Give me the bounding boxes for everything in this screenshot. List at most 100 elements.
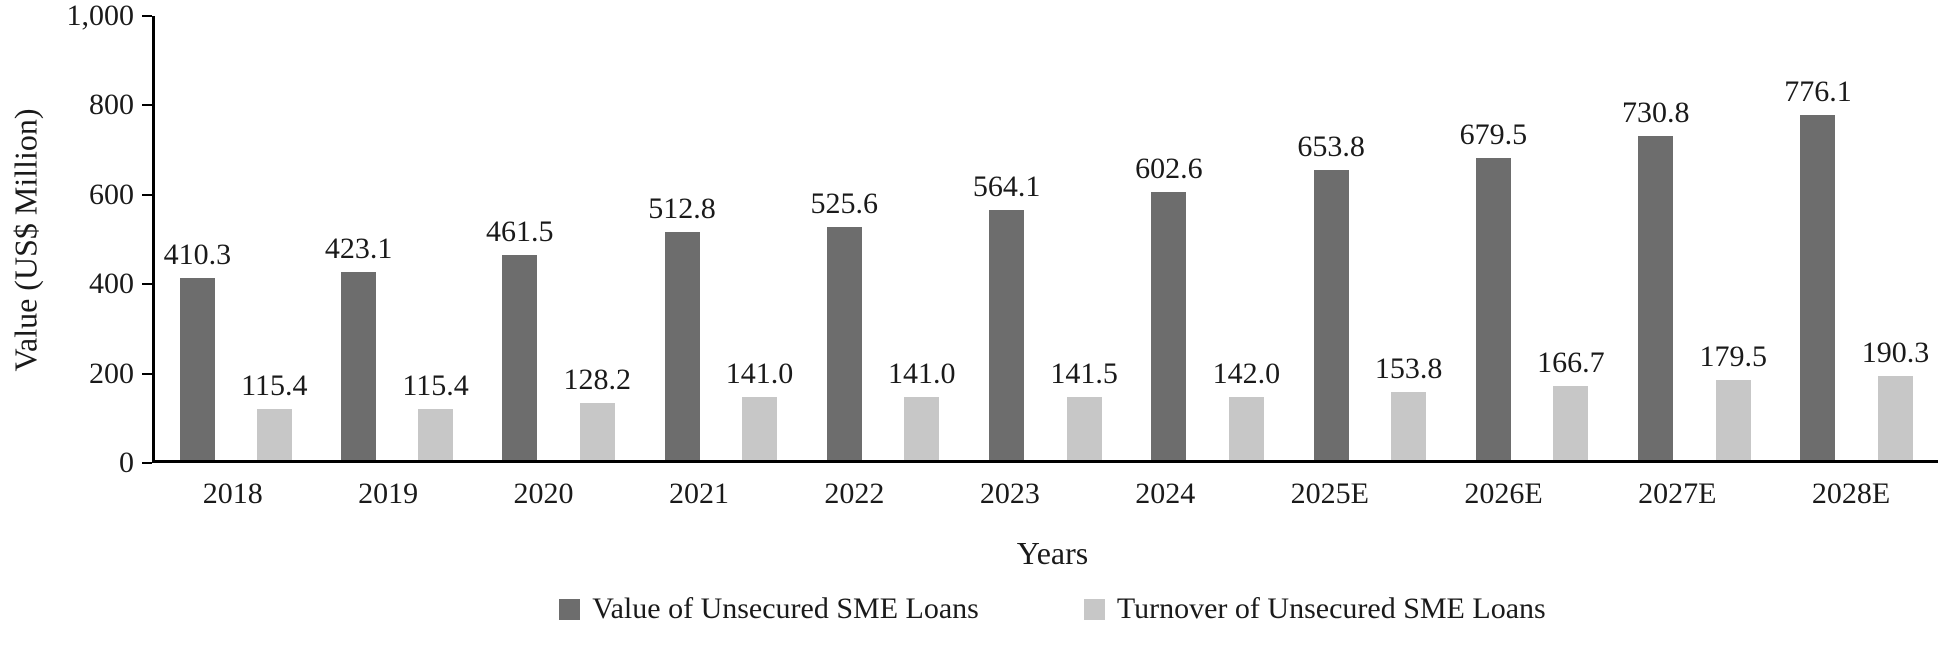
y-tick-mark [142,372,152,375]
plot-area: 410.3 115.4 423.1 115.4 461.5 128.2 512.8 141.0… [152,16,1938,463]
bar [826,226,862,460]
bar-group: 776.1 190.3 [1784,16,1929,460]
y-tick-mark [142,462,152,464]
bar-wrap: 423.1 [324,16,393,460]
bar [579,403,615,460]
bar-wrap: 525.6 [810,16,879,460]
bar [904,397,940,460]
bar [742,397,778,460]
bar-wrap: 141.0 [888,16,956,460]
bar-data-label: 679.5 [1459,118,1528,152]
legend-label: Turnover of Unsecured SME Loans [1116,592,1546,625]
y-tick-label: 800 [89,88,134,122]
x-tick-label: 2026E [1464,477,1543,510]
legend-label: Value of Unsecured SME Loans [592,592,979,625]
bar-wrap: 190.3 [1861,16,1930,460]
y-tick-label: 1,000 [66,0,135,32]
bar-wrap: 653.8 [1297,16,1365,460]
bar-group: 564.1 141.5 [973,16,1118,460]
x-axis-title: Years [1016,535,1089,571]
bar-group: 653.8 153.8 [1297,16,1442,460]
bar-group: 525.6 141.0 [811,16,956,460]
bar [256,408,292,460]
legend-item: Value of Unsecured SME Loans [559,592,979,626]
y-axis-title-text: Value (US$ Million) [7,107,44,372]
bar-data-label: 179.5 [1699,340,1767,374]
bar-data-label: 602.6 [1135,152,1203,186]
x-axis-labels: 2018 2019 2020 2021 2022 2023 2024 2025E 2026E 20… [155,463,1938,511]
bar-data-label: 141.5 [1050,357,1118,391]
bar-group: 423.1 115.4 [325,16,469,460]
bar-data-label: 730.8 [1621,95,1690,129]
bar-wrap: 115.4 [241,16,308,460]
legend-swatch-icon [559,598,581,620]
bar [1877,375,1913,460]
bar [1553,386,1589,460]
bar [1313,169,1349,460]
bar-wrap: 153.8 [1375,16,1442,460]
bar-data-label: 423.1 [324,232,393,266]
y-tick-label: 0 [119,446,134,479]
bar-group: 512.8 141.0 [648,16,793,460]
bar-data-label: 128.2 [563,363,631,397]
bar-wrap: 141.5 [1050,16,1118,460]
bar-data-label: 142.0 [1212,356,1281,390]
bar-wrap: 564.1 [972,16,1041,460]
y-tick-mark [142,15,152,17]
bar-wrap: 730.8 [1621,16,1690,460]
x-tick-label: 2028E [1811,477,1891,510]
bar [1066,397,1102,460]
legend-item: Turnover of Unsecured SME Loans [1083,592,1546,626]
bar-data-label: 776.1 [1784,75,1852,109]
x-tick-label: 2027E [1638,477,1717,510]
bar [1475,158,1511,460]
x-tick-label: 2019 [358,477,419,510]
y-tick-label: 600 [89,177,134,211]
bar-wrap: 166.7 [1537,16,1605,460]
y-axis: 0 200 400 600 800 1,000 [52,1,152,478]
bar-data-label: 564.1 [972,169,1041,203]
bar [1715,380,1751,460]
bar-data-label: 410.3 [163,237,232,271]
bar-wrap: 179.5 [1699,16,1767,460]
bar-group: 730.8 179.5 [1622,16,1767,460]
bar-data-label: 141.0 [725,357,794,391]
x-tick-label: 2018 [202,477,263,510]
bar-wrap: 141.0 [725,16,794,460]
bar-data-label: 190.3 [1861,335,1930,369]
y-tick-mark [142,283,152,286]
x-tick-label: 2024 [1135,477,1196,510]
bar [502,255,538,460]
bar-group: 410.3 115.4 [164,16,308,460]
bar [179,277,215,460]
bar-wrap: 128.2 [563,16,631,460]
legend: Value of Unsecured SME Loans Turnover of … [155,592,1950,626]
bar-data-label: 141.0 [888,357,956,391]
y-tick-mark [142,193,152,196]
x-tick-label: 2020 [513,477,574,510]
y-tick-mark [142,104,152,107]
bar-wrap: 602.6 [1135,16,1203,460]
bar-data-label: 115.4 [402,368,469,402]
bar [989,209,1025,460]
bar [418,408,453,460]
bar-wrap: 461.5 [485,16,554,460]
bar-wrap: 679.5 [1459,16,1528,460]
bar [1638,135,1674,460]
bar-group: 602.6 142.0 [1135,16,1280,460]
y-tick-label: 200 [89,356,134,390]
bar-data-label: 653.8 [1297,129,1365,163]
bar [1151,192,1187,460]
bar [664,232,700,460]
bar-data-label: 115.4 [241,368,308,402]
bar-data-label: 525.6 [810,186,879,220]
legend-swatch-icon [1083,598,1105,620]
bar-data-label: 512.8 [648,192,716,226]
bar-data-label: 461.5 [485,215,554,249]
bar [1800,115,1836,460]
x-tick-label: 2023 [979,477,1040,510]
bar-wrap: 512.8 [648,16,716,460]
chart-area: Value (US$ Million) 0 200 400 600 800 1,000 4… [0,1,1950,478]
bar [341,272,377,460]
